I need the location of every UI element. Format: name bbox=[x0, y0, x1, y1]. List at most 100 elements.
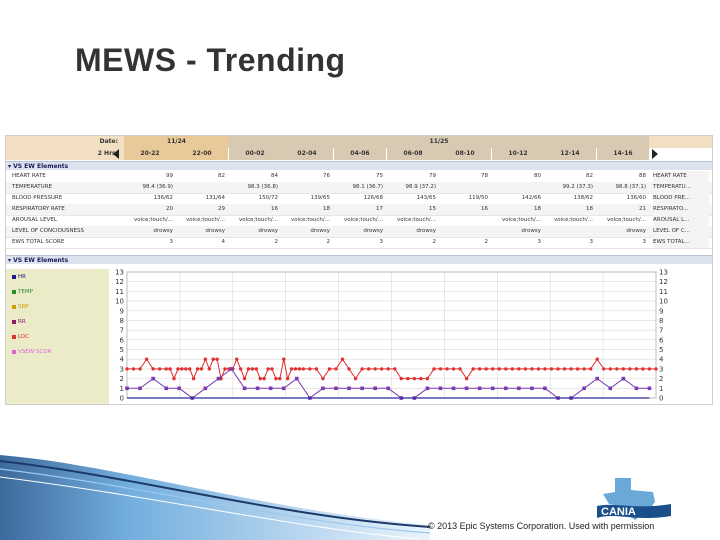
legend-label: SBP bbox=[18, 304, 29, 310]
table-cell[interactable]: 18 bbox=[534, 206, 541, 212]
table-cell[interactable]: drowsy bbox=[205, 228, 225, 234]
table-cell[interactable]: drowsy bbox=[310, 228, 330, 234]
table-cell[interactable]: 98.3 (36.8) bbox=[247, 184, 278, 190]
table-cell[interactable]: 3 bbox=[379, 239, 384, 245]
table-cell[interactable]: 131/64 bbox=[205, 195, 225, 201]
table-cell[interactable]: voice;touch/... bbox=[133, 217, 173, 223]
legend-item[interactable]: VSEW SCOR bbox=[12, 348, 51, 357]
y-tick-left: 7 bbox=[120, 327, 124, 335]
previous-arrow-icon[interactable] bbox=[113, 149, 119, 159]
table-cell[interactable]: 119/50 bbox=[468, 195, 488, 201]
table-cell[interactable]: voice;touch/... bbox=[238, 217, 278, 223]
table-cell[interactable]: 2 bbox=[432, 239, 437, 245]
legend-item[interactable]: RR bbox=[12, 318, 26, 327]
table-cell[interactable]: 98.4 (36.9) bbox=[142, 184, 173, 190]
table-cell[interactable]: voice;touch/... bbox=[185, 217, 225, 223]
row-label-right: TEMPERATU... bbox=[653, 182, 709, 193]
table-cell[interactable]: 15 bbox=[429, 206, 436, 212]
data-point bbox=[176, 367, 180, 371]
data-point bbox=[438, 386, 443, 391]
table-cell[interactable]: 3 bbox=[169, 239, 174, 245]
table-cell[interactable]: voice;touch/... bbox=[343, 217, 383, 223]
data-point bbox=[608, 386, 613, 391]
legend-label: RR bbox=[18, 319, 26, 325]
table-cell[interactable]: 3 bbox=[642, 239, 647, 245]
table-cell[interactable]: 75 bbox=[376, 173, 383, 179]
table-cell[interactable]: drowsy bbox=[153, 228, 173, 234]
next-arrow-icon[interactable] bbox=[652, 149, 658, 159]
y-tick-right: 10 bbox=[659, 298, 668, 306]
legend-item[interactable]: HR bbox=[12, 273, 26, 282]
table-cell[interactable]: 138/62 bbox=[573, 195, 593, 201]
table-cell[interactable]: 139/65 bbox=[310, 195, 330, 201]
hrs-cell: 14-16 bbox=[597, 148, 649, 160]
table-cell[interactable]: 16 bbox=[481, 206, 488, 212]
table-cell[interactable]: drowsy bbox=[416, 228, 436, 234]
data-point bbox=[246, 367, 251, 371]
table-cell[interactable]: 88 bbox=[639, 173, 646, 179]
table-cell[interactable]: voice;touch/... bbox=[290, 217, 330, 223]
row-label-right: BLOOD PRE... bbox=[653, 193, 709, 204]
table-cell[interactable]: drowsy bbox=[258, 228, 278, 234]
table-cell[interactable]: 20 bbox=[166, 206, 173, 212]
table-cell[interactable]: 29 bbox=[218, 206, 225, 212]
legend-item[interactable]: TEMP bbox=[12, 288, 33, 297]
legend-item[interactable]: SBP bbox=[12, 303, 29, 312]
graph-section-header[interactable]: ▾ VS EW Elements bbox=[6, 255, 712, 264]
table-cell[interactable]: 99.2 (37.3) bbox=[562, 184, 593, 190]
date-header-row: Date: 11/24 11/25 bbox=[6, 136, 712, 148]
table-cell[interactable]: 99 bbox=[166, 173, 173, 179]
table-cell[interactable]: 98.9 (37.2) bbox=[405, 184, 436, 190]
table-cell[interactable]: 136/62 bbox=[153, 195, 173, 201]
y-tick-right: 3 bbox=[659, 365, 663, 373]
table-cell[interactable]: 16 bbox=[271, 206, 278, 212]
table-cell[interactable]: 150/72 bbox=[258, 195, 278, 201]
table-cell[interactable]: 2 bbox=[326, 239, 331, 245]
data-point bbox=[255, 386, 260, 391]
table-cell[interactable]: 82 bbox=[218, 173, 225, 179]
table-cell[interactable]: 80 bbox=[534, 173, 541, 179]
table-cell[interactable]: voice;touch/... bbox=[553, 217, 593, 223]
table-cell[interactable]: voice;touch/... bbox=[396, 217, 436, 223]
y-tick-left: 3 bbox=[120, 365, 124, 373]
hrs-label: 2 Hrs: bbox=[6, 148, 124, 160]
data-point bbox=[380, 367, 384, 371]
table-cell[interactable]: 79 bbox=[429, 173, 436, 179]
data-point bbox=[484, 367, 488, 371]
table-cell[interactable]: 17 bbox=[376, 206, 383, 212]
table-section-header[interactable]: ▾ VS EW Elements bbox=[6, 161, 712, 170]
table-cell[interactable]: 18 bbox=[323, 206, 330, 212]
table-cell[interactable]: 142/66 bbox=[521, 195, 541, 201]
table-cell[interactable]: 136/60 bbox=[626, 195, 646, 201]
table-cell[interactable]: voice;touch/... bbox=[606, 217, 646, 223]
table-cell[interactable]: drowsy bbox=[363, 228, 383, 234]
table-cell[interactable]: 98.1 (36.7) bbox=[352, 184, 383, 190]
row-label: AROUSAL LEVEL bbox=[12, 217, 57, 223]
table-cell[interactable]: 84 bbox=[271, 173, 278, 179]
copyright-text: © 2013 Epic Systems Corporation. Used wi… bbox=[428, 521, 655, 531]
data-point bbox=[262, 376, 266, 381]
table-cell[interactable]: 2 bbox=[484, 239, 489, 245]
data-point bbox=[510, 367, 515, 371]
table-cell[interactable]: voice;touch/... bbox=[501, 217, 541, 223]
table-cell[interactable]: 4 bbox=[221, 239, 226, 245]
table-cell[interactable]: 18 bbox=[586, 206, 593, 212]
table-cell[interactable]: 126/68 bbox=[363, 195, 383, 201]
row-label-right: LEVEL OF C... bbox=[653, 226, 709, 237]
table-cell[interactable]: 143/65 bbox=[416, 195, 436, 201]
table-cell[interactable]: 78 bbox=[481, 173, 488, 179]
table-cell[interactable]: drowsy bbox=[626, 228, 646, 234]
table-cell[interactable]: drowsy bbox=[521, 228, 541, 234]
data-point bbox=[321, 386, 325, 391]
legend-item[interactable]: LOC bbox=[12, 333, 29, 342]
data-point bbox=[582, 386, 586, 391]
table-cell[interactable]: 2 bbox=[274, 239, 279, 245]
table-cell[interactable]: 76 bbox=[323, 173, 330, 179]
table-row: LEVEL OF CONCIOUSNESS drowsy drowsy drowsy d… bbox=[6, 226, 712, 238]
legend-swatch-icon bbox=[12, 335, 16, 339]
table-cell[interactable]: 21 bbox=[639, 206, 646, 212]
table-cell[interactable]: 3 bbox=[589, 239, 594, 245]
table-cell[interactable]: 98.8 (37.1) bbox=[615, 184, 646, 190]
table-cell[interactable]: 3 bbox=[537, 239, 542, 245]
table-cell[interactable]: 82 bbox=[586, 173, 593, 179]
